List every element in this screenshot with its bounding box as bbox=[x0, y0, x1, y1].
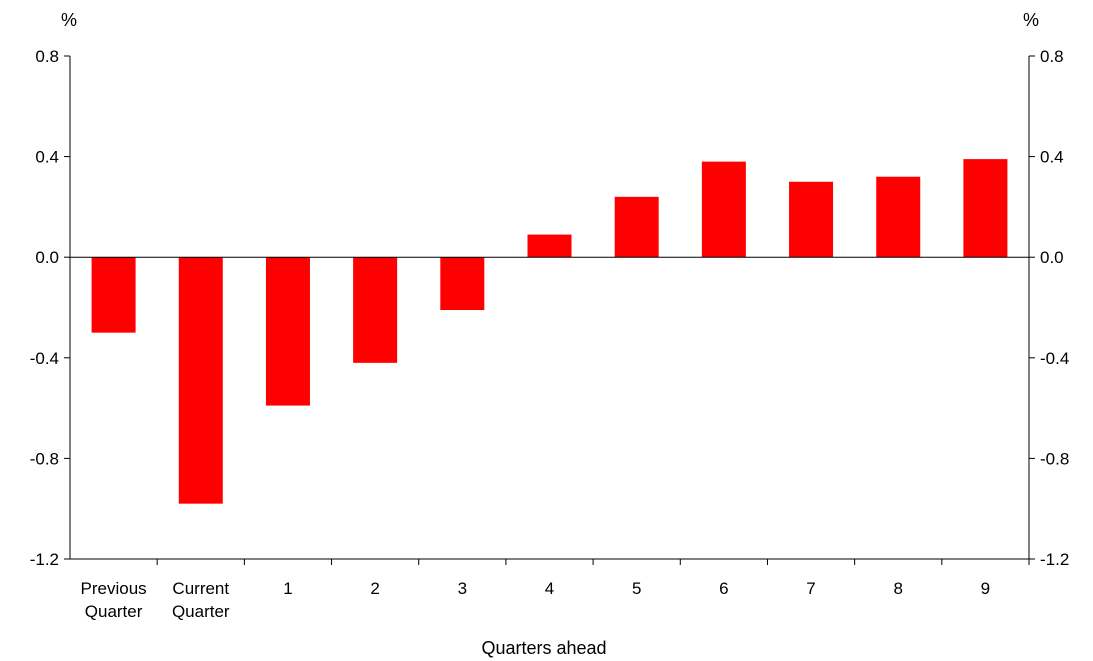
x-tick-label: Current Quarter bbox=[172, 579, 230, 621]
y-tick-label-right: 0.0 bbox=[1040, 248, 1064, 267]
y-tick-label-left: -0.4 bbox=[30, 349, 59, 368]
x-tick-label: Previous Quarter bbox=[81, 579, 147, 621]
bar bbox=[178, 257, 223, 504]
plot-area: 0.8 0.8 0.4 0.4 0.0 0.0 -0.4 -0.4 -0.8 -0.8 -1.2 -1… bbox=[30, 47, 1070, 621]
x-tick-label: 8 bbox=[893, 579, 902, 598]
bar bbox=[963, 159, 1008, 258]
x-axis-title: Quarters ahead bbox=[481, 638, 606, 658]
bar bbox=[701, 161, 746, 258]
y-tick-label-right: 0.8 bbox=[1040, 47, 1064, 66]
bar bbox=[265, 257, 310, 406]
x-tick-label: 3 bbox=[458, 579, 467, 598]
x-tick-label: 6 bbox=[719, 579, 728, 598]
bar bbox=[876, 176, 921, 258]
y-tick-label-left: 0.8 bbox=[35, 47, 59, 66]
y-tick-label-left: 0.0 bbox=[35, 248, 59, 267]
x-tick-label: 1 bbox=[283, 579, 292, 598]
y-axis-unit-left: % bbox=[61, 10, 77, 30]
y-tick-label-right: -1.2 bbox=[1040, 550, 1069, 569]
x-tick-label: 5 bbox=[632, 579, 641, 598]
x-tick-label: 4 bbox=[545, 579, 554, 598]
x-tick-label: 9 bbox=[981, 579, 990, 598]
bar bbox=[527, 234, 572, 258]
bar bbox=[91, 257, 136, 333]
bar bbox=[789, 181, 834, 258]
x-tick-label: 7 bbox=[806, 579, 815, 598]
y-tick-label-right: 0.4 bbox=[1040, 148, 1064, 167]
y-tick-label-right: -0.8 bbox=[1040, 449, 1069, 468]
y-tick-label-left: 0.4 bbox=[35, 148, 59, 167]
y-axis-unit-right: % bbox=[1023, 10, 1039, 30]
bar bbox=[353, 257, 398, 363]
x-tick-label: 2 bbox=[370, 579, 379, 598]
bar bbox=[440, 257, 485, 311]
y-tick-label-left: -1.2 bbox=[30, 550, 59, 569]
y-tick-label-left: -0.8 bbox=[30, 449, 59, 468]
y-tick-label-right: -0.4 bbox=[1040, 349, 1069, 368]
bar bbox=[614, 196, 659, 258]
